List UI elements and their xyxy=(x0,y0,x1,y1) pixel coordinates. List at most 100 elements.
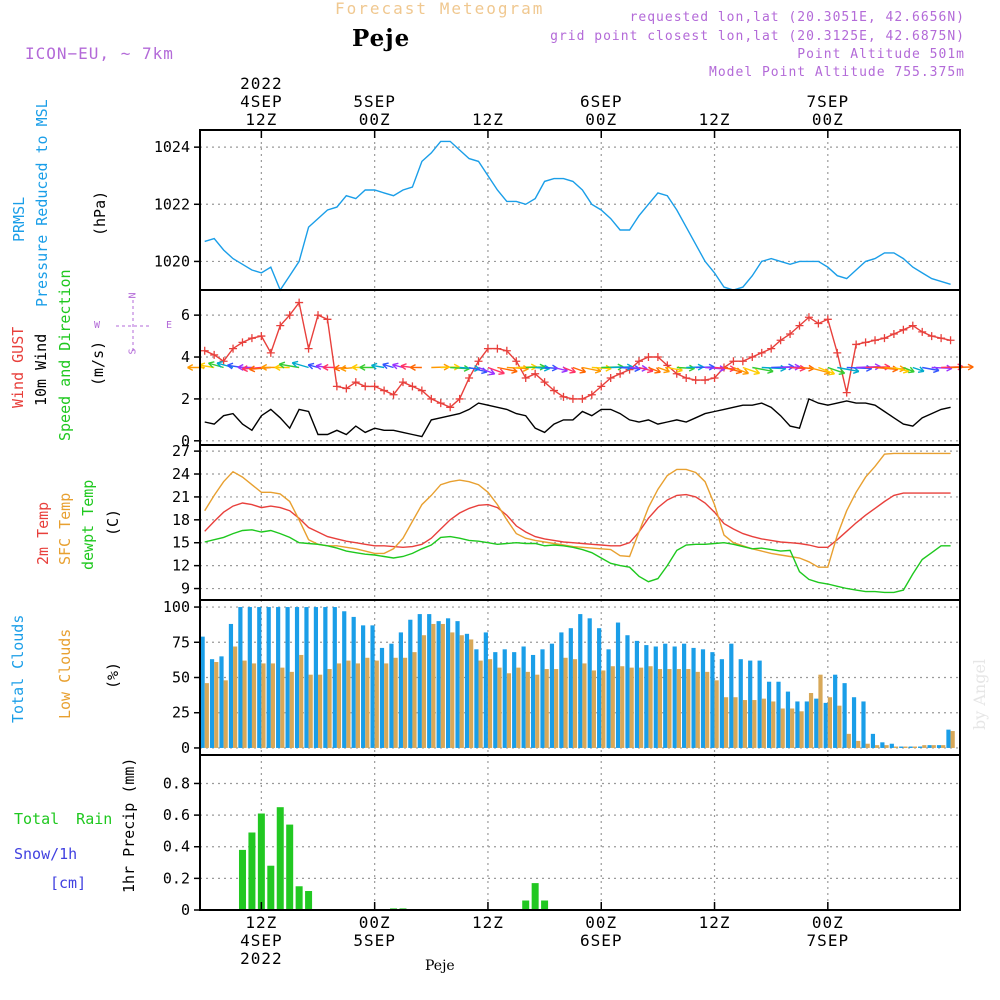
series-line-pressure xyxy=(204,140,951,292)
total-cloud-bar xyxy=(493,652,498,748)
low-cloud-bar xyxy=(752,700,757,748)
total-cloud-bar xyxy=(351,616,356,748)
gust-point xyxy=(446,403,455,412)
y-tick-label: 1022 xyxy=(154,195,190,213)
gust-point xyxy=(606,373,615,382)
wind-direction-arrowhead xyxy=(261,363,268,371)
low-cloud-bar xyxy=(355,663,360,748)
total-cloud-bar xyxy=(512,652,517,748)
gust-point xyxy=(314,311,323,320)
wind-direction-arrowhead xyxy=(351,363,358,371)
total-cloud-bar xyxy=(313,607,319,748)
gust-point xyxy=(597,382,606,391)
wind-direction-arrow xyxy=(723,366,742,373)
low-cloud-bar xyxy=(657,669,663,748)
low-cloud-bar xyxy=(233,646,238,748)
total-cloud-bar xyxy=(247,607,252,748)
low-cloud-bar xyxy=(450,632,455,748)
requested-coordinates: requested lon,lat (20.3051E, 42.6656N) xyxy=(629,10,965,25)
low-cloud-bar xyxy=(771,701,776,748)
gust-point xyxy=(672,369,681,378)
wind-direction-arrow xyxy=(582,366,601,372)
low-cloud-bar xyxy=(790,708,795,748)
gust-point xyxy=(389,390,398,399)
rain-bar xyxy=(248,832,256,910)
bottom-time-label: 00Z xyxy=(585,913,617,932)
low-cloud-bar xyxy=(459,635,464,748)
total-cloud-bar xyxy=(672,646,677,748)
low-cloud-bar xyxy=(469,639,474,748)
gust-point xyxy=(795,321,804,330)
total-cloud-bar xyxy=(304,607,309,748)
low-cloud-bar xyxy=(308,674,313,748)
total-cloud-bar xyxy=(294,607,300,748)
low-cloud-bar xyxy=(714,680,719,748)
bottom-time-label: 12Z xyxy=(245,913,277,932)
wind-direction-arrow xyxy=(742,366,760,374)
low-cloud-bar xyxy=(544,669,549,748)
gust-point xyxy=(757,348,766,357)
total-cloud-bar xyxy=(342,611,347,748)
series-line-sfc-temp xyxy=(204,452,951,568)
wind-direction-arrow xyxy=(468,366,488,373)
y-tick-label: 21 xyxy=(172,488,190,506)
low-cloud-bar xyxy=(421,635,427,748)
gust-point xyxy=(219,357,228,366)
y-tick-label: 9 xyxy=(181,580,190,598)
wind-direction-arrow xyxy=(371,364,385,369)
wind-direction-arrowhead xyxy=(208,361,215,368)
y-tick-label: 2 xyxy=(181,390,190,408)
bottom-time-label: 12Z xyxy=(472,913,504,932)
low-cloud-bar xyxy=(903,746,908,748)
low-cloud-bar xyxy=(346,660,351,748)
gust-point xyxy=(729,357,738,366)
low-cloud-bar xyxy=(563,657,568,748)
gust-point xyxy=(370,382,379,391)
panel-frame-temperature xyxy=(199,444,961,601)
low-cloud-bar xyxy=(572,659,578,748)
low-cloud-bar xyxy=(950,731,955,748)
series-line-10m-wind xyxy=(204,397,951,438)
wind-direction-arrow xyxy=(648,366,661,373)
temp-2m-label: 2m Temp xyxy=(34,501,52,565)
series-line-dewpt-temp xyxy=(204,529,951,594)
wind-direction-arrowhead xyxy=(226,362,234,370)
top-time-label: 12Z xyxy=(699,110,731,129)
y-tick-label: 75 xyxy=(172,633,190,651)
gust-point xyxy=(229,344,238,353)
y-tick-label: 50 xyxy=(172,669,190,687)
low-cloud-bar xyxy=(431,623,436,748)
pressure-unit: (hPa) xyxy=(91,190,109,236)
gust-point xyxy=(304,344,313,353)
gust-point xyxy=(842,388,851,397)
total-cloud-bar xyxy=(880,742,885,748)
wind-direction-arrowhead xyxy=(249,365,256,373)
series-line-wind-gust xyxy=(204,300,951,409)
gust-point xyxy=(398,378,407,387)
total-cloud-bar xyxy=(578,614,583,748)
total-clouds-label: Total Clouds xyxy=(9,614,27,723)
footer-location: Peje xyxy=(425,958,455,974)
wind-gust-label: Wind GUST xyxy=(9,326,27,408)
low-cloud-bar xyxy=(402,657,408,748)
total-cloud-bar xyxy=(776,681,781,748)
gust-point xyxy=(748,353,757,362)
bottom-time-label: 5SEP xyxy=(353,931,396,950)
temp-sfc-label: SFC Temp xyxy=(56,492,74,565)
wind-direction-arrowhead xyxy=(569,367,576,374)
gust-point xyxy=(804,313,813,322)
bottom-time-label: 4SEP xyxy=(240,931,283,950)
gust-point xyxy=(568,394,577,403)
total-cloud-bar xyxy=(427,614,432,748)
gust-point xyxy=(833,348,842,357)
wind-direction-arrow xyxy=(912,366,925,372)
low-cloud-bar xyxy=(648,666,653,748)
rain-bar xyxy=(257,813,265,910)
gust-point xyxy=(871,336,880,345)
wind-direction-arrow xyxy=(676,366,695,370)
low-cloud-bar xyxy=(535,674,540,748)
total-cloud-bar xyxy=(814,698,819,748)
total-cloud-bar xyxy=(870,733,876,748)
low-cloud-bar xyxy=(374,660,379,748)
total-cloud-bar xyxy=(276,607,281,748)
